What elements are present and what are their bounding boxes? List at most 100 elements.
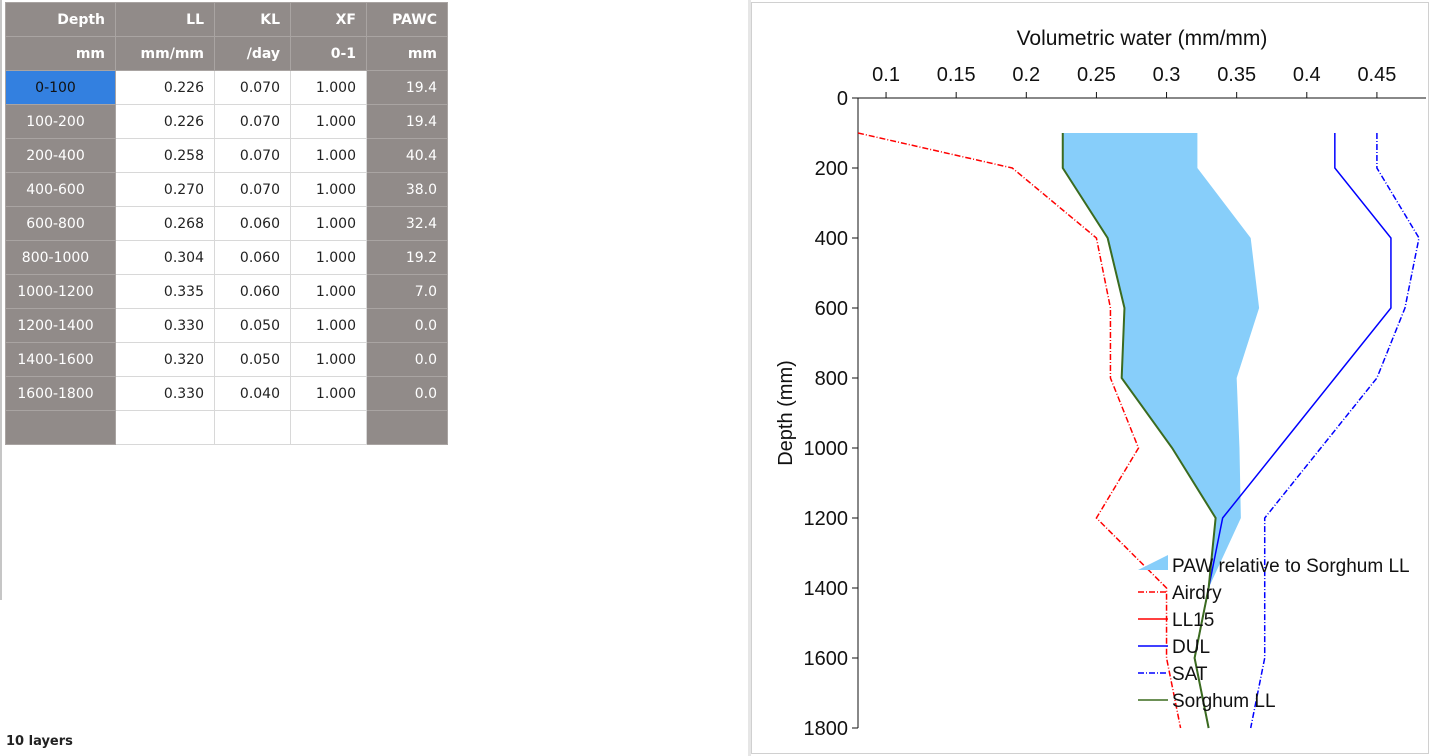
cell-xf[interactable] [290, 410, 367, 445]
cell-depth[interactable]: 1600-1800 [5, 376, 116, 411]
column-header-pawc[interactable]: PAWC [366, 2, 448, 37]
cell-xf[interactable]: 1.000 [290, 172, 367, 207]
y-axis-label: Depth (mm) [775, 360, 797, 466]
cell-pawc[interactable]: 19.4 [366, 104, 448, 139]
cell-ll[interactable]: 0.304 [115, 240, 215, 275]
y-tick-label: 1800 [804, 718, 849, 740]
x-tick-label: 0.3 [1153, 64, 1181, 86]
cell-ll[interactable]: 0.226 [115, 70, 215, 105]
table-row[interactable] [5, 410, 448, 445]
y-tick-label: 200 [815, 158, 848, 180]
cell-ll[interactable]: 0.226 [115, 104, 215, 139]
table-row[interactable]: 400-600 0.270 0.070 1.000 38.0 [5, 172, 448, 207]
cell-xf[interactable]: 1.000 [290, 138, 367, 173]
table-row[interactable]: 1200-1400 0.330 0.050 1.000 0.0 [5, 308, 448, 343]
column-header-ll[interactable]: mm/mm [115, 36, 215, 71]
table-row[interactable]: 100-200 0.226 0.070 1.000 19.4 [5, 104, 448, 139]
cell-depth[interactable] [5, 410, 116, 445]
legend-label-ll15: LL15 [1172, 610, 1214, 631]
legend-swatch-paw-relative-to-sorghum-ll [1138, 555, 1168, 570]
cell-pawc[interactable]: 32.4 [366, 206, 448, 241]
legend-label-sorghum-ll: Sorghum LL [1172, 691, 1276, 712]
cell-kl[interactable]: 0.060 [214, 206, 291, 241]
cell-kl[interactable]: 0.070 [214, 70, 291, 105]
cell-xf[interactable]: 1.000 [290, 308, 367, 343]
table-row[interactable]: 0-100 0.226 0.070 1.000 19.4 [5, 70, 448, 105]
cell-kl[interactable]: 0.070 [214, 172, 291, 207]
table-row[interactable]: 600-800 0.268 0.060 1.000 32.4 [5, 206, 448, 241]
soil-profile-chart: Volumetric water (mm/mm) Depth (mm) 0.1 0.1… [775, 27, 1426, 740]
cell-depth[interactable]: 1000-1200 [5, 274, 116, 309]
cell-pawc[interactable]: 19.4 [366, 70, 448, 105]
cell-xf[interactable]: 1.000 [290, 70, 367, 105]
cell-kl[interactable]: 0.040 [214, 376, 291, 411]
series-area-paw [1062, 133, 1260, 728]
cell-pawc[interactable]: 40.4 [366, 138, 448, 173]
cell-kl[interactable]: 0.060 [214, 274, 291, 309]
cell-ll[interactable]: 0.330 [115, 308, 215, 343]
cell-depth[interactable]: 0-100 [5, 70, 116, 105]
cell-pawc[interactable]: 7.0 [366, 274, 448, 309]
cell-kl[interactable] [214, 410, 291, 445]
cell-depth[interactable]: 800-1000 [5, 240, 116, 275]
cell-pawc[interactable]: 38.0 [366, 172, 448, 207]
cell-kl[interactable]: 0.070 [214, 104, 291, 139]
column-header-xf[interactable]: 0-1 [290, 36, 367, 71]
cell-depth[interactable]: 100-200 [5, 104, 116, 139]
soil-layer-grid[interactable]: Depth LL KL XF PAWC mm mm/mm/day 0-1 mm 0-100 0.2… [5, 2, 448, 445]
pane-splitter[interactable] [748, 0, 751, 756]
legend-label-airdry: Airdry [1172, 583, 1222, 604]
cell-kl[interactable]: 0.070 [214, 138, 291, 173]
table-row[interactable]: 200-400 0.258 0.070 1.000 40.4 [5, 138, 448, 173]
column-header-pawc[interactable]: mm [366, 36, 448, 71]
legend-label-dul: DUL [1172, 637, 1210, 658]
column-header-ll[interactable]: LL [115, 2, 215, 37]
cell-ll[interactable]: 0.330 [115, 376, 215, 411]
cell-xf[interactable]: 1.000 [290, 274, 367, 309]
cell-ll[interactable]: 0.270 [115, 172, 215, 207]
cell-ll[interactable]: 0.320 [115, 342, 215, 377]
column-header-depth[interactable]: mm [5, 36, 116, 71]
cell-kl[interactable]: 0.050 [214, 342, 291, 377]
cell-depth[interactable]: 1200-1400 [5, 308, 116, 343]
cell-xf[interactable]: 1.000 [290, 376, 367, 411]
column-header-depth[interactable]: Depth [5, 2, 116, 37]
cell-depth[interactable]: 600-800 [5, 206, 116, 241]
table-row[interactable]: 800-1000 0.304 0.060 1.000 19.2 [5, 240, 448, 275]
header-row-names: Depth LL KL XF PAWC [5, 2, 448, 37]
column-header-kl[interactable]: /day [214, 36, 291, 71]
cell-kl[interactable]: 0.060 [214, 240, 291, 275]
cell-kl[interactable]: 0.050 [214, 308, 291, 343]
x-tick-label: 0.2 [1012, 64, 1040, 86]
cell-xf[interactable]: 1.000 [290, 206, 367, 241]
cell-pawc[interactable] [366, 410, 448, 445]
cell-depth[interactable]: 400-600 [5, 172, 116, 207]
cell-depth[interactable]: 1400-1600 [5, 342, 116, 377]
cell-pawc[interactable]: 19.2 [366, 240, 448, 275]
column-header-xf[interactable]: XF [290, 2, 367, 37]
cell-pawc[interactable]: 0.0 [366, 342, 448, 377]
x-tick-label: 0.45 [1357, 64, 1396, 86]
table-row[interactable]: 1600-1800 0.330 0.040 1.000 0.0 [5, 376, 448, 411]
header-row-units: mm mm/mm/day 0-1 mm [5, 36, 448, 71]
cell-depth[interactable]: 200-400 [5, 138, 116, 173]
cell-pawc[interactable]: 0.0 [366, 376, 448, 411]
y-tick-label: 0 [837, 88, 848, 110]
cell-xf[interactable]: 1.000 [290, 104, 367, 139]
x-tick-label: 0.35 [1217, 64, 1256, 86]
cell-pawc[interactable]: 0.0 [366, 308, 448, 343]
column-header-kl[interactable]: KL [214, 2, 291, 37]
cell-ll[interactable]: 0.258 [115, 138, 215, 173]
layer-count-label: 10 layers [6, 734, 73, 749]
cell-xf[interactable]: 1.000 [290, 240, 367, 275]
y-tick-label: 600 [815, 298, 848, 320]
y-tick-label: 800 [815, 368, 848, 390]
table-row[interactable]: 1400-1600 0.320 0.050 1.000 0.0 [5, 342, 448, 377]
table-row[interactable]: 1000-1200 0.335 0.060 1.000 7.0 [5, 274, 448, 309]
soil-profile-chart-pane: Volumetric water (mm/mm) Depth (mm) 0.1 0.1… [751, 2, 1429, 754]
y-tick-label: 1000 [804, 438, 849, 460]
cell-ll[interactable]: 0.268 [115, 206, 215, 241]
cell-ll[interactable]: 0.335 [115, 274, 215, 309]
cell-ll[interactable] [115, 410, 215, 445]
cell-xf[interactable]: 1.000 [290, 342, 367, 377]
